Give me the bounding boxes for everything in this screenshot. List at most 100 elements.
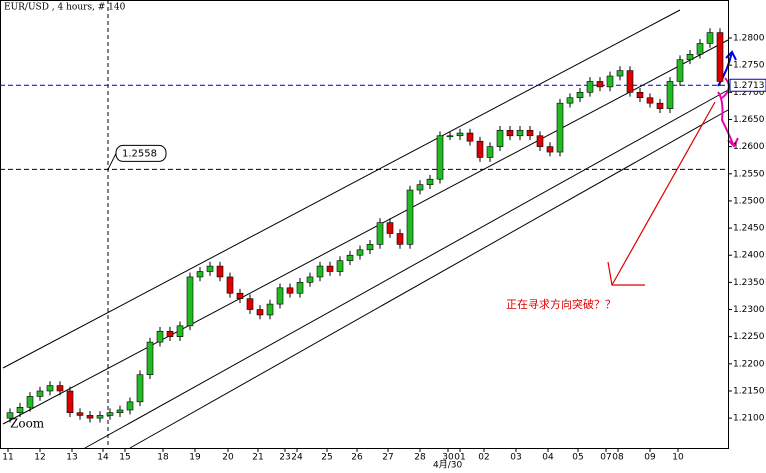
candle-body <box>176 325 184 337</box>
candle-body <box>606 75 614 88</box>
y-tick-label: 1.2450 <box>733 224 765 234</box>
y-tick-label: 1.2150 <box>733 386 765 396</box>
x-tick-label: 27 <box>382 453 393 463</box>
price-label: 1.2558 <box>122 148 157 159</box>
candle-body <box>196 271 204 278</box>
candle-body <box>586 81 594 93</box>
label-leader <box>107 153 117 170</box>
y-tick-label: 1.2650 <box>733 115 765 125</box>
x-tick-label: 02 <box>478 453 489 463</box>
candle-body <box>616 70 624 77</box>
candle-body <box>506 130 514 137</box>
candle-body <box>156 330 164 343</box>
candle-body <box>226 276 234 294</box>
candle-body <box>246 298 254 310</box>
candle-body <box>126 401 134 411</box>
x-tick-label: 08 <box>612 453 624 463</box>
annotation: 正在寻求方向突破？？ <box>506 297 616 311</box>
plot-frame <box>0 0 729 449</box>
x-tick-label: 26 <box>351 453 363 463</box>
candle-body <box>706 32 714 44</box>
candle-body <box>696 43 704 55</box>
candle-body <box>406 189 414 245</box>
annotation-arrow-head <box>607 261 645 286</box>
candle-body <box>346 254 354 261</box>
candle-body <box>466 132 474 142</box>
candle-body <box>316 265 324 278</box>
y-tick-label: 1.2350 <box>733 278 765 288</box>
x-tick-label: 01 <box>454 453 465 463</box>
x-tick-label: 18 <box>157 453 169 463</box>
candle-body <box>16 406 24 414</box>
x-tick-label: 30 <box>442 453 454 463</box>
channel-line <box>2 9 681 369</box>
candle-body <box>456 132 464 137</box>
x-tick-label: 03 <box>510 453 521 463</box>
candle-body <box>516 130 524 137</box>
candle-body <box>216 265 224 278</box>
x-tick-label: 09 <box>644 453 656 463</box>
candle-body <box>236 292 244 299</box>
candle-body <box>326 265 334 272</box>
candle-body <box>636 92 644 99</box>
x-tick-label: 24 <box>291 453 303 463</box>
candle-body <box>276 287 284 305</box>
candle-body <box>396 233 404 245</box>
candle-body <box>576 92 584 99</box>
x-tick-label: 10 <box>672 453 684 463</box>
candle-body <box>376 222 384 245</box>
candle-body <box>336 260 344 272</box>
candle-body <box>386 222 394 234</box>
candle-body <box>656 102 664 109</box>
price-label: 1.2713 <box>733 81 765 91</box>
channel-line <box>129 109 729 449</box>
candle-body <box>206 265 214 272</box>
candle-body <box>486 146 494 158</box>
channel-lines <box>2 9 729 449</box>
price-box <box>729 78 766 92</box>
y-tick-label: 1.2550 <box>733 169 765 179</box>
x-tick-label: 15 <box>119 453 130 463</box>
candle-body <box>36 390 44 397</box>
y-tick-label: 1.2500 <box>733 196 765 206</box>
y-tick-label: 1.2400 <box>733 251 765 261</box>
channel-line <box>84 89 729 449</box>
x-tick-label: 20 <box>222 453 234 463</box>
x-tick-label: 11 <box>2 453 13 463</box>
candle-body <box>446 135 454 138</box>
x-sublabel: 4月/30 <box>433 460 462 471</box>
candle-body <box>536 135 544 147</box>
candle-body <box>676 59 684 82</box>
y-tick-label: 1.2700 <box>733 88 765 98</box>
candle-body <box>646 97 654 104</box>
candle-body <box>526 130 534 137</box>
x-tick-label: 12 <box>34 453 45 463</box>
candle-body <box>366 244 374 251</box>
zoom-label: Zoom <box>10 417 45 431</box>
candle-body <box>266 303 274 316</box>
candle-body <box>716 32 724 82</box>
candle-body <box>416 184 424 191</box>
annotation-arrow <box>611 101 716 286</box>
candle-body <box>136 374 144 403</box>
x-tick-label: 13 <box>66 453 77 463</box>
candle-body <box>166 330 174 337</box>
x-tick-label: 04 <box>542 453 554 463</box>
candle-body <box>306 276 314 283</box>
y-tick-label: 1.2100 <box>733 414 765 424</box>
candle-body <box>436 135 444 180</box>
y-tick-label: 1.2800 <box>733 34 765 44</box>
chart-title: EUR/USD , 4 hours, # 140 <box>4 3 126 13</box>
candle-body <box>666 81 674 109</box>
candle-body <box>356 249 364 256</box>
candle-body <box>76 412 84 416</box>
candle-body <box>96 415 104 419</box>
candle-body <box>626 70 634 93</box>
x-tick-label: 14 <box>97 453 109 463</box>
x-tick-label: 28 <box>414 453 426 463</box>
x-tick-label: 21 <box>252 453 263 463</box>
x-tick-label: 19 <box>189 453 201 463</box>
price-box <box>115 144 167 162</box>
y-tick-label: 1.2750 <box>733 61 765 71</box>
